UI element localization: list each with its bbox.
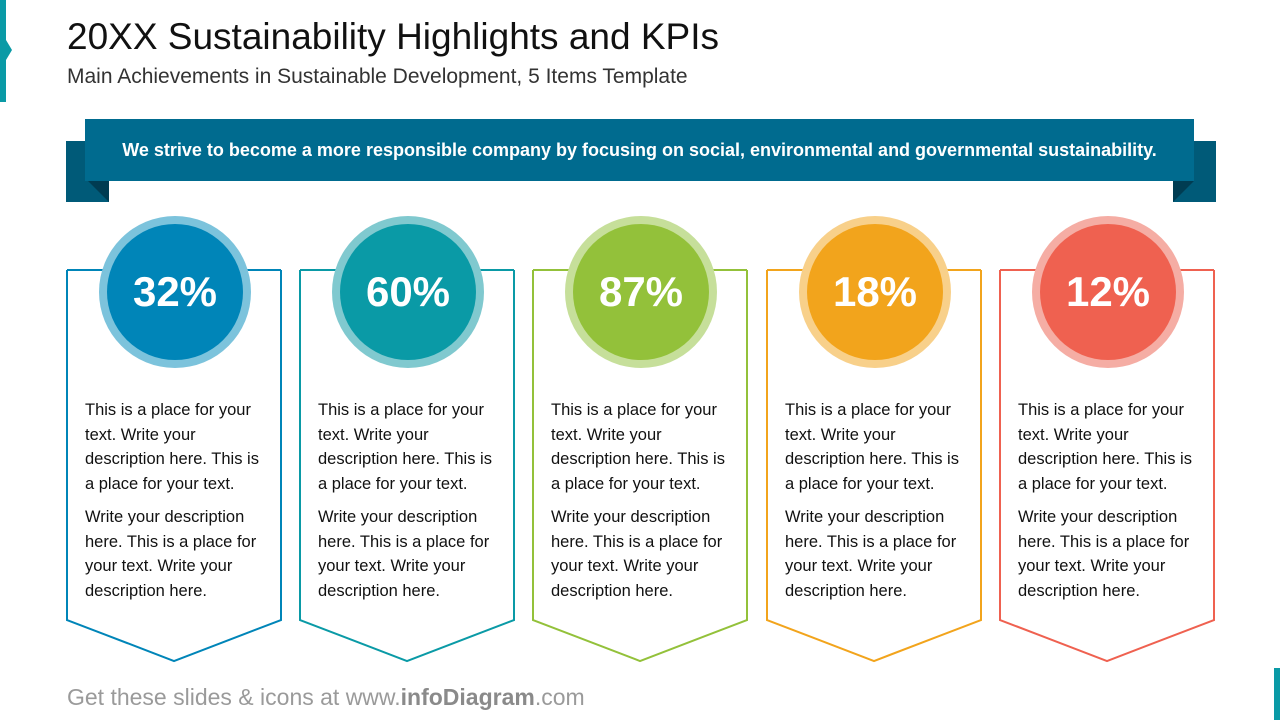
kpi-description: This is a place for your text. Write you… bbox=[785, 398, 971, 603]
description-paragraph: Write your description here. This is a p… bbox=[785, 508, 957, 600]
kpi-description: This is a place for your text. Write you… bbox=[1018, 398, 1204, 603]
description-paragraph: This is a place for your text. Write you… bbox=[551, 401, 725, 493]
description-paragraph: This is a place for your text. Write you… bbox=[318, 401, 492, 493]
page-subtitle: Main Achievements in Sustainable Develop… bbox=[67, 65, 688, 88]
description-paragraph: Write your description here. This is a p… bbox=[318, 508, 490, 600]
kpi-card: 87% This is a place for your text. Write… bbox=[532, 200, 750, 665]
footer-prefix: Get these slides & icons at www. bbox=[67, 684, 401, 710]
kpi-card: 18% This is a place for your text. Write… bbox=[766, 200, 984, 665]
kpi-value: 18% bbox=[807, 224, 943, 360]
footer-text[interactable]: Get these slides & icons at www.infoDiag… bbox=[67, 684, 585, 711]
description-paragraph: This is a place for your text. Write you… bbox=[1018, 401, 1192, 493]
kpi-card: 60% This is a place for your text. Write… bbox=[299, 200, 517, 665]
kpi-value: 32% bbox=[107, 224, 243, 360]
corner-accent bbox=[1274, 668, 1280, 720]
kpi-circle: 60% bbox=[332, 216, 484, 368]
kpi-value: 87% bbox=[573, 224, 709, 360]
kpi-value: 60% bbox=[340, 224, 476, 360]
footer-suffix: .com bbox=[534, 684, 585, 710]
kpi-description: This is a place for your text. Write you… bbox=[318, 398, 504, 603]
kpi-circle: 32% bbox=[99, 216, 251, 368]
kpi-value: 12% bbox=[1040, 224, 1176, 360]
kpi-description: This is a place for your text. Write you… bbox=[85, 398, 271, 603]
kpi-circle: 12% bbox=[1032, 216, 1184, 368]
kpi-card: 12% This is a place for your text. Write… bbox=[999, 200, 1217, 665]
description-paragraph: Write your description here. This is a p… bbox=[1018, 508, 1190, 600]
kpi-description: This is a place for your text. Write you… bbox=[551, 398, 737, 603]
accent-marker bbox=[0, 0, 12, 102]
description-paragraph: Write your description here. This is a p… bbox=[85, 508, 257, 600]
description-paragraph: Write your description here. This is a p… bbox=[551, 508, 723, 600]
kpi-circle: 87% bbox=[565, 216, 717, 368]
kpi-circle: 18% bbox=[799, 216, 951, 368]
description-paragraph: This is a place for your text. Write you… bbox=[85, 401, 259, 493]
kpi-card: 32% This is a place for your text. Write… bbox=[66, 200, 284, 665]
page-title: 20XX Sustainability Highlights and KPIs bbox=[67, 16, 719, 57]
footer-brand: infoDiagram bbox=[400, 684, 535, 710]
mission-banner: We strive to become a more responsible c… bbox=[85, 119, 1194, 181]
description-paragraph: This is a place for your text. Write you… bbox=[785, 401, 959, 493]
